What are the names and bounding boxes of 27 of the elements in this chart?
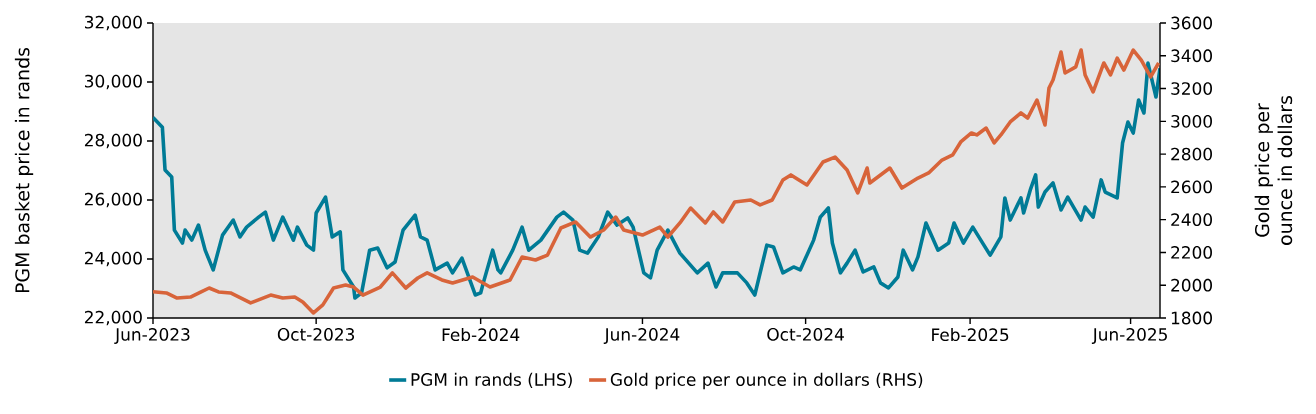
y-tick-label: 30,000 [85, 74, 142, 90]
y-axis-title: PGM basket price in rands [14, 47, 34, 293]
y-tick-label: 32,000 [85, 15, 142, 31]
y-tick-label: 28,000 [84, 133, 142, 149]
y2-tick-label: 3000 [1171, 114, 1212, 128]
y-tick-label: 22,000 [84, 310, 142, 326]
x-tick-label: Feb-2024 [442, 328, 520, 342]
y2-tick-label: 3600 [1171, 16, 1212, 30]
y2-tick-label: 2200 [1171, 246, 1212, 259]
y-tick-label: 26,000 [84, 192, 142, 208]
x-tick-label: Feb-2025 [932, 328, 1009, 342]
y2-tick-label: 1800 [1171, 311, 1212, 325]
y-tick-label: 24,000 [84, 251, 142, 267]
y2-tick-label: 2400 [1171, 213, 1212, 227]
y2-axis-title: Gold price per ounce in dollars [1254, 95, 1293, 245]
y2-tick-label: 2800 [1171, 147, 1212, 161]
y2-tick-label: 3400 [1171, 49, 1212, 63]
legend-label: Gold price per ounce in dollars (RHS) [610, 372, 923, 390]
x-tick-label: Oct-2024 [767, 328, 844, 341]
x-tick-label: Oct-2023 [277, 328, 355, 341]
y2-tick-label: 2000 [1171, 278, 1212, 292]
y2-tick-label: 3200 [1171, 82, 1212, 95]
x-tick-label: Jun-2025 [1091, 328, 1167, 344]
legend-label: PGM in rands (LHS) [411, 372, 572, 388]
x-tick-label: Jun-2023 [114, 328, 190, 344]
x-tick-label: Jun-2024 [603, 328, 680, 344]
y2-tick-label: 2600 [1171, 180, 1212, 194]
